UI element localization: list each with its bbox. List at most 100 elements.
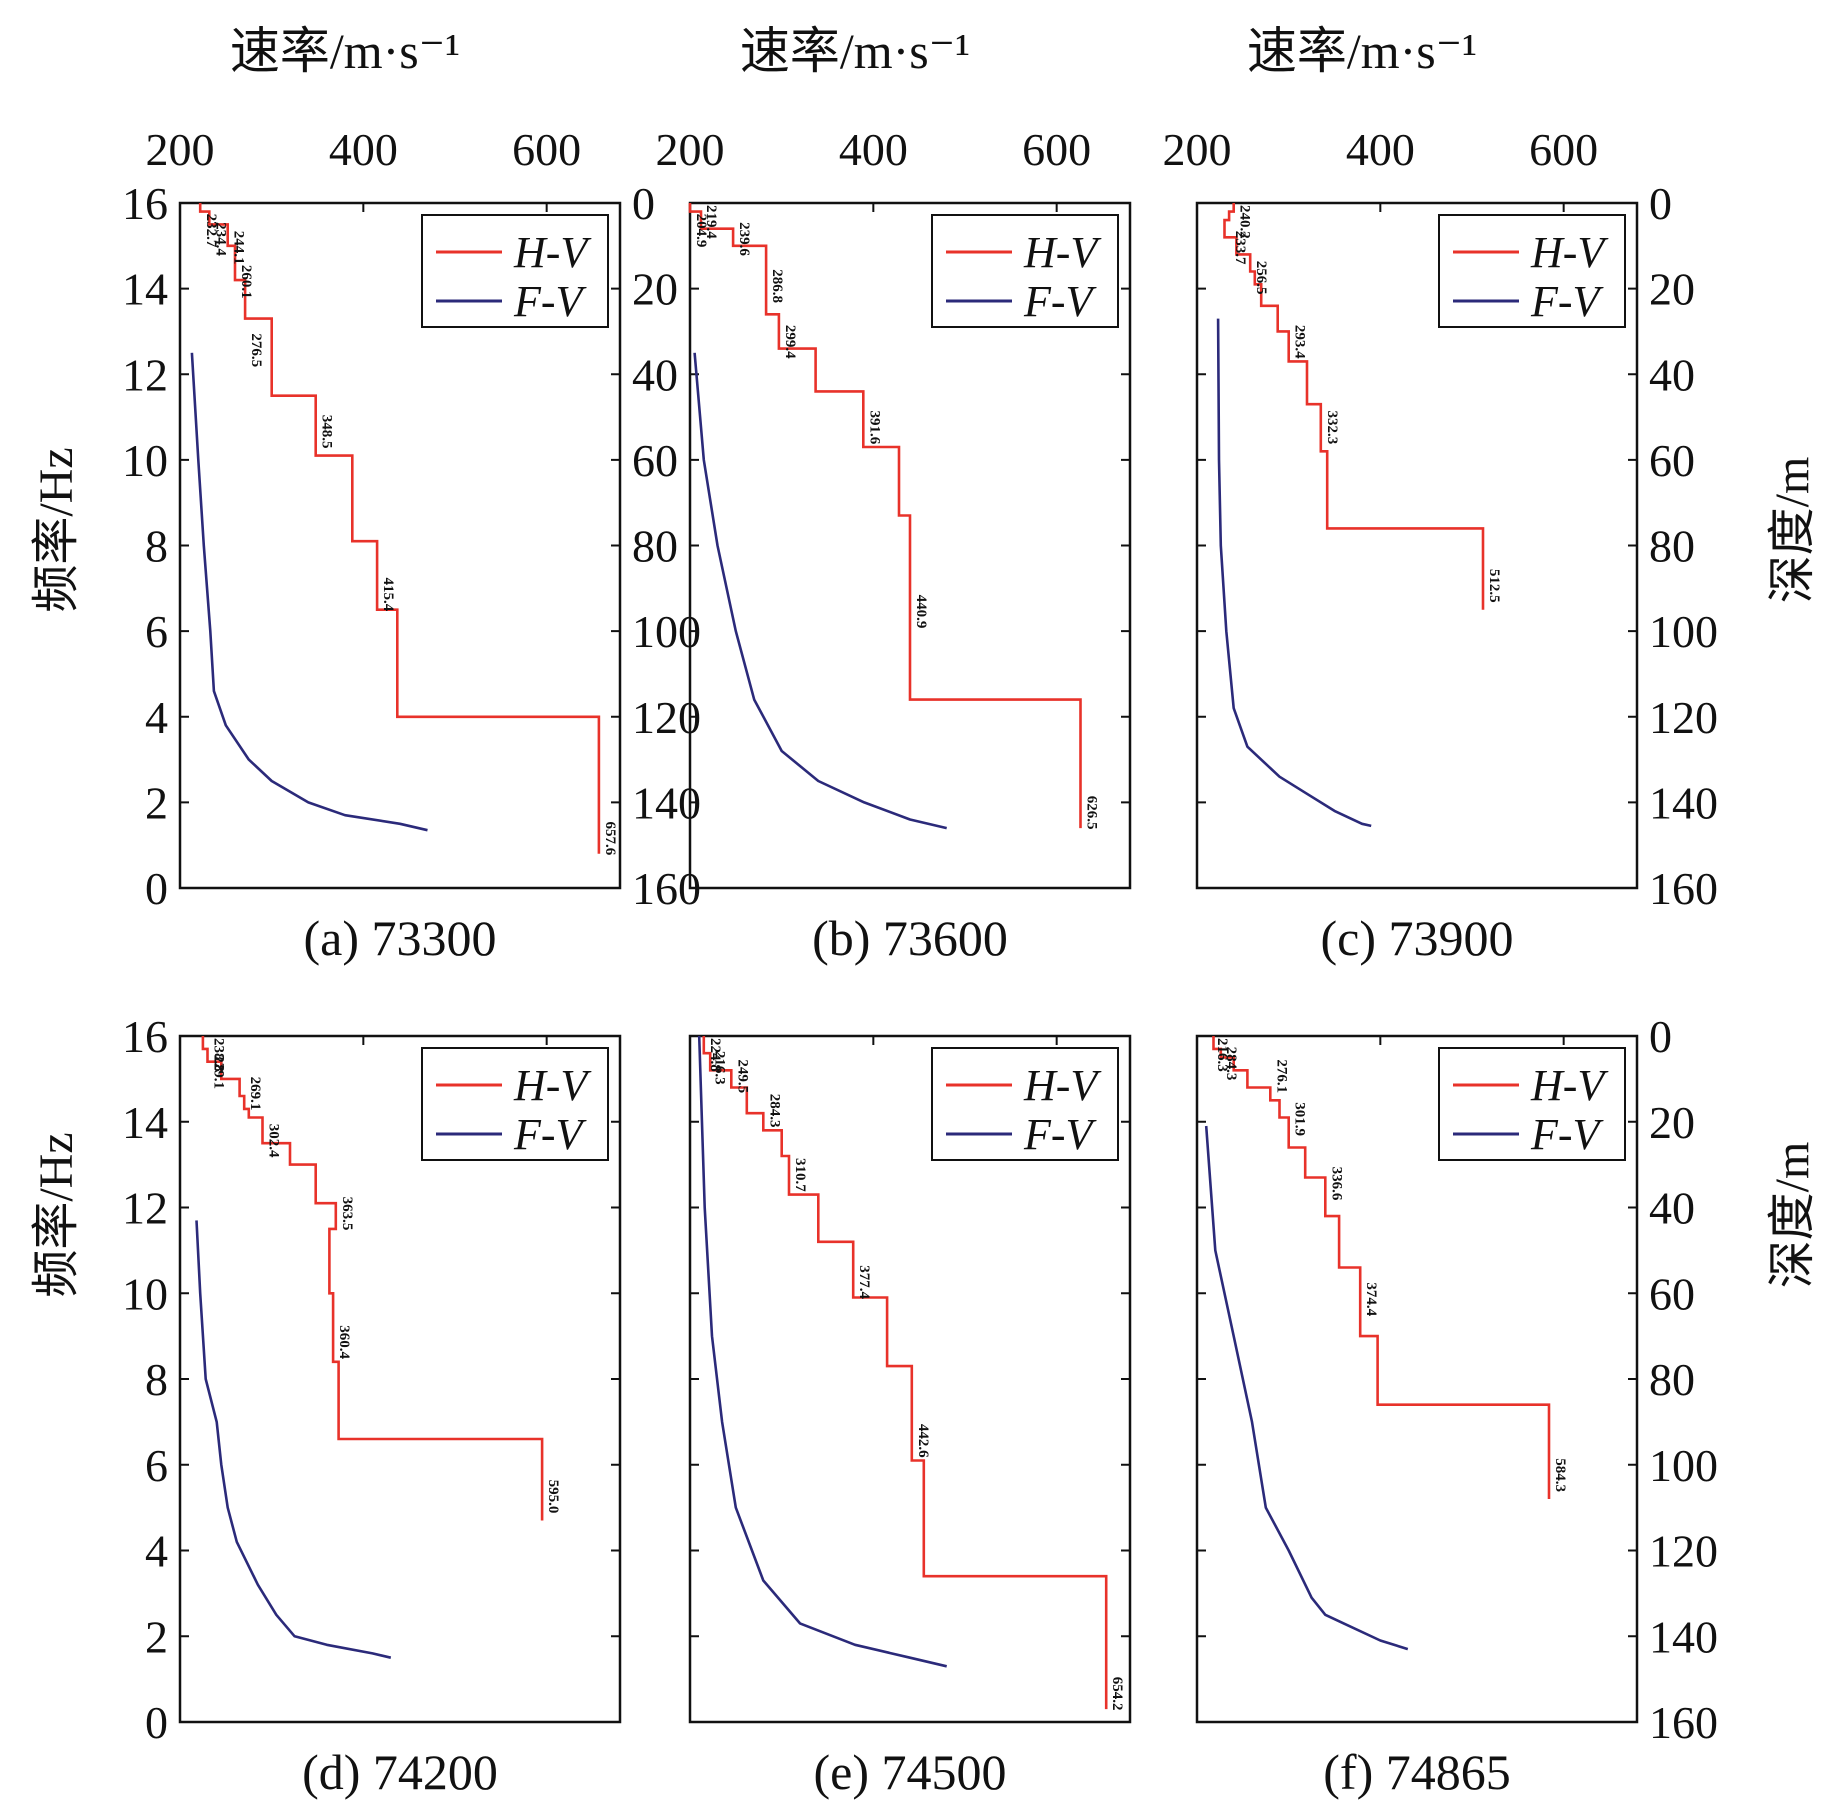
hv-series-line [1223,203,1485,610]
freq-tick-label: 16 [122,178,168,229]
freq-tick-label: 16 [122,1011,168,1062]
hv-data-label: 293.4 [1292,325,1308,359]
depth-tick-label: 60 [1649,1268,1695,1319]
legend-box [421,214,609,328]
freq-tick-label: 6 [145,1440,168,1491]
depth-tick-label: 120 [1649,692,1718,743]
legend-fv-label: F-V [1530,1110,1605,1159]
hv-data-label: 415.4 [380,578,396,612]
hv-data-label: 234.4 [212,222,228,256]
depth-tick-label: 40 [632,349,678,400]
hv-data-label: 284.3 [766,1094,782,1128]
panel-caption: (a) 73300 [304,910,497,966]
hv-data-label: 276.1 [1273,1059,1289,1093]
hv-series-line [198,203,601,854]
fv-series-line [195,1220,392,1659]
legend-box [1438,214,1626,328]
fv-series-line [1204,1125,1409,1651]
velocity-tick-label: 600 [1022,124,1091,175]
top-axis-label-a: 速率/m·s⁻¹ [230,23,460,79]
velocity-tick-label: 600 [512,124,581,175]
freq-tick-label: 10 [122,1268,168,1319]
depth-tick-label: 120 [1649,1526,1718,1577]
legend-hv-label: H-V [1023,1061,1102,1110]
hv-data-label: 233.7 [1232,231,1248,265]
velocity-tick-label: 600 [1529,124,1598,175]
hv-data-label: 584.3 [1552,1458,1568,1492]
freq-tick-label: 0 [145,1697,168,1748]
legend-hv-label: H-V [513,228,592,277]
hv-data-label: 269.1 [247,1077,263,1111]
freq-tick-label: 12 [122,349,168,400]
depth-tick-label: 160 [1649,863,1718,914]
legend-hv-label: H-V [1023,228,1102,277]
legend-box [931,1047,1119,1161]
hv-data-label: 244.1 [231,231,247,265]
hv-data-label: 249.5 [734,1059,750,1093]
hv-data-label: 216.3 [1214,1038,1230,1072]
hv-series-line [1212,1036,1551,1499]
right-axis-label-bottom: 深度/m [1766,1142,1819,1289]
hv-data-label: 204.9 [693,214,709,248]
hv-data-label: 654.2 [1109,1677,1125,1711]
depth-tick-label: 140 [1649,777,1718,828]
hv-data-label: 442.6 [915,1424,931,1458]
legend-hv-label: H-V [1530,228,1609,277]
freq-tick-label: 2 [145,1611,168,1662]
hv-data-label: 440.9 [913,595,929,629]
freq-tick-label: 0 [145,863,168,914]
velocity-tick-label: 400 [329,124,398,175]
hv-data-label: 595.0 [545,1480,561,1514]
chart-panel-c: 0 20 40 60 80 100 120 140 160 200 400 600 240.2233.7… [1163,124,1719,966]
hv-data-label: 374.4 [1363,1282,1379,1316]
freq-tick-label: 14 [122,1097,168,1148]
freq-tick-label: 8 [145,521,168,572]
velocity-tick-label: 200 [146,124,215,175]
right-axis-label-top: 深度/m [1766,457,1819,604]
legend-fv-label: F-V [1023,1110,1098,1159]
hv-data-label: 240.2 [1237,205,1253,239]
hv-data-label: 256.5 [1253,261,1269,295]
freq-tick-label: 4 [145,1526,168,1577]
hv-data-label: 239.6 [736,222,752,256]
depth-tick-label: 160 [1649,1697,1718,1748]
hv-data-label: 299.4 [782,325,798,359]
depth-tick-label: 20 [632,264,678,315]
depth-tick-label: 20 [1649,1097,1695,1148]
hv-data-label: 348.5 [319,415,335,449]
fv-series-line [693,352,947,830]
hv-series-line [688,203,1082,829]
hv-data-label: 391.6 [866,411,882,445]
depth-tick-label: 0 [632,178,655,229]
velocity-tick-label: 200 [656,124,725,175]
depth-tick-label: 80 [1649,1354,1695,1405]
legend-box [421,1047,609,1161]
fv-series-line [190,352,428,832]
legend-hv-label: H-V [1530,1061,1609,1110]
depth-tick-label: 60 [1649,435,1695,486]
hv-data-label: 336.6 [1328,1167,1344,1201]
depth-tick-label: 140 [1649,1611,1718,1662]
depth-tick-label: 80 [632,521,678,572]
hv-data-label: 232.7 [203,214,219,248]
depth-tick-label: 40 [1649,1183,1695,1234]
hv-data-label: 332.3 [1324,411,1340,445]
hv-data-label: 216.3 [711,1051,727,1085]
panel-caption: (c) 73900 [1321,910,1514,966]
fv-series-line [1216,318,1372,828]
panel-caption: (b) 73600 [812,910,1008,966]
legend-box [931,214,1119,328]
depth-tick-label: 100 [1649,606,1718,657]
left-axis-label-top: 频率/Hz [30,447,83,612]
hv-data-label: 363.5 [339,1197,355,1231]
legend-fv-label: F-V [513,277,588,326]
depth-tick-label: 20 [1649,264,1695,315]
freq-tick-label: 2 [145,777,168,828]
freq-tick-label: 10 [122,435,168,486]
hv-data-label: 229.1 [211,1055,227,1089]
hv-data-label: 360.4 [336,1325,352,1359]
freq-tick-label: 8 [145,1354,168,1405]
